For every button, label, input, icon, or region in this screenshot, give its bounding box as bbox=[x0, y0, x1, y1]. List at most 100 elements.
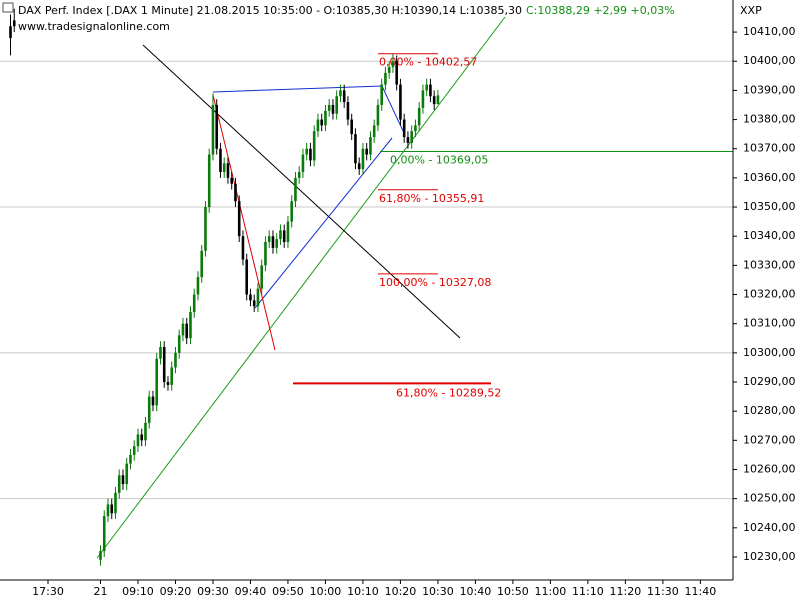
candles bbox=[9, 8, 440, 566]
x-tick-label: 11:40 bbox=[685, 585, 717, 598]
candle-body bbox=[147, 396, 151, 423]
candle-body bbox=[241, 236, 245, 260]
candle-body bbox=[350, 119, 353, 135]
x-tick-label: 11:20 bbox=[610, 585, 642, 598]
candle-body bbox=[144, 422, 147, 441]
candle-body bbox=[196, 277, 200, 295]
y-tick-label: 10310,00 bbox=[743, 317, 796, 330]
candle-body bbox=[282, 230, 286, 243]
candle-body bbox=[207, 154, 211, 208]
source: www.tradesignalonline.com bbox=[18, 20, 170, 33]
candle-body bbox=[384, 72, 387, 85]
y-tick-label: 10400,00 bbox=[743, 54, 796, 67]
candle-body bbox=[230, 177, 234, 184]
candle-body bbox=[342, 90, 346, 103]
y-tick-label: 10370,00 bbox=[743, 142, 796, 155]
candle-body bbox=[320, 119, 323, 126]
candle-body bbox=[226, 163, 230, 178]
y-tick-label: 10260,00 bbox=[743, 462, 796, 475]
candle-body bbox=[162, 347, 166, 383]
candle-body bbox=[346, 102, 350, 120]
candle-body bbox=[365, 148, 368, 155]
y-tick-label: 10250,00 bbox=[743, 492, 796, 505]
level-label: 61,80% - 10289,52 bbox=[396, 386, 501, 399]
candle-body bbox=[237, 201, 241, 237]
x-tick-label: 21 bbox=[93, 585, 107, 598]
x-tick-label: 09:50 bbox=[272, 585, 304, 598]
candle-body bbox=[260, 265, 264, 289]
level-label: 100,00% - 10327,08 bbox=[379, 276, 491, 289]
y-tick-label: 10240,00 bbox=[743, 521, 796, 534]
y-tick-label: 10340,00 bbox=[743, 229, 796, 242]
candle-body bbox=[275, 239, 279, 248]
candle-body bbox=[174, 352, 177, 368]
candle-body bbox=[309, 148, 312, 161]
candle-body bbox=[312, 131, 316, 161]
x-tick-label: 11:30 bbox=[647, 585, 679, 598]
candle-body bbox=[301, 154, 305, 173]
candle-body bbox=[380, 84, 383, 105]
candle-body bbox=[106, 504, 110, 517]
axes: 10230,00 10240,00 10250,00 10260,00 10270,00… bbox=[32, 25, 795, 598]
candle-body bbox=[140, 434, 144, 441]
x-tick-label: 17:30 bbox=[32, 585, 64, 598]
candle-body bbox=[399, 84, 402, 120]
annotations: 0,00% - 10402,57 0,00% - 10369,05 61,80% -… bbox=[293, 53, 733, 399]
candle-body bbox=[432, 96, 436, 105]
candle-body bbox=[279, 230, 282, 240]
y-tick-label: 10290,00 bbox=[743, 375, 796, 388]
candle-body bbox=[391, 61, 395, 68]
x-tick-label: 10:40 bbox=[460, 585, 492, 598]
x-tick-label: 09:40 bbox=[235, 585, 267, 598]
candle-body bbox=[102, 516, 106, 552]
y-tick-label: 10320,00 bbox=[743, 288, 796, 301]
candle-body bbox=[189, 312, 192, 339]
candle-body bbox=[357, 163, 361, 170]
trend-line bbox=[212, 94, 276, 351]
candle-body bbox=[331, 104, 335, 114]
candle-body bbox=[9, 26, 12, 38]
x-tick-label: 11:10 bbox=[572, 585, 604, 598]
candle-body bbox=[215, 104, 219, 149]
candle-body bbox=[402, 119, 406, 138]
level-label: 0,00% - 10369,05 bbox=[390, 153, 488, 166]
candle-body bbox=[181, 323, 185, 336]
candle-body bbox=[125, 463, 129, 485]
menu-icon[interactable] bbox=[2, 2, 14, 13]
y-tick-label: 10350,00 bbox=[743, 200, 796, 213]
axis-label: XXP bbox=[740, 4, 762, 17]
y-tick-label: 10410,00 bbox=[743, 25, 796, 38]
candle-body bbox=[436, 95, 440, 105]
candle-body bbox=[12, 20, 16, 27]
y-tick-label: 10230,00 bbox=[743, 550, 796, 563]
candle-body bbox=[387, 67, 391, 73]
candle-body bbox=[222, 163, 226, 173]
candle-body bbox=[121, 475, 125, 485]
candle-body bbox=[335, 96, 338, 114]
y-tick-label: 10300,00 bbox=[743, 346, 796, 359]
candle-body bbox=[136, 434, 140, 447]
y-tick-label: 10280,00 bbox=[743, 404, 796, 417]
trend-line bbox=[254, 137, 393, 309]
candle-body bbox=[294, 177, 297, 202]
trend-line bbox=[96, 16, 506, 559]
y-tick-label: 10270,00 bbox=[743, 433, 796, 446]
header: DAX Perf. Index [.DAX 1 Minute] 21.08.20… bbox=[18, 4, 675, 17]
y-tick-label: 10380,00 bbox=[743, 113, 796, 126]
candle-body bbox=[339, 90, 342, 97]
candle-body bbox=[414, 125, 417, 132]
candle-body bbox=[234, 183, 237, 202]
grid bbox=[0, 60, 733, 500]
candle-body bbox=[256, 288, 260, 307]
candle-body bbox=[327, 104, 331, 111]
candle-body bbox=[185, 323, 189, 339]
candle-body bbox=[372, 125, 376, 138]
candle-body bbox=[406, 137, 410, 143]
candle-body bbox=[110, 504, 114, 514]
candle-body bbox=[166, 382, 170, 385]
x-tick-label: 10:20 bbox=[385, 585, 417, 598]
candle-body bbox=[286, 221, 290, 243]
chart-subtitle: C:10388,29 +2,99 +0,03% bbox=[526, 4, 675, 17]
